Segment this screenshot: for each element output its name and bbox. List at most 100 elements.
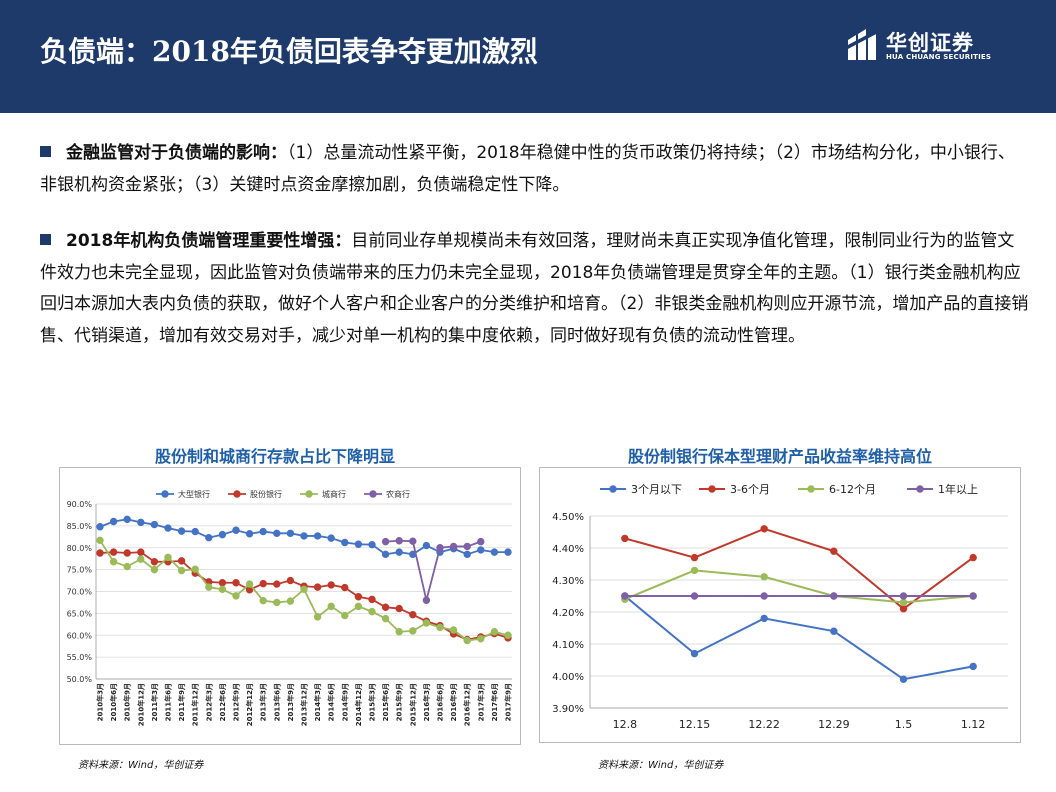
data-point (354, 593, 363, 601)
data-point (137, 548, 145, 556)
legend-marker (233, 490, 241, 498)
data-point (286, 529, 295, 538)
series-line (624, 595, 974, 681)
bullet-heading: 金融监管对于负债端的影响： (66, 143, 287, 163)
legend-item: 3-6个月 (699, 483, 770, 496)
data-point (409, 537, 417, 545)
y-tick-label: 75.0% (67, 566, 93, 575)
x-tick-label: 1.12 (961, 718, 986, 731)
data-point (830, 627, 838, 635)
data-point (409, 610, 417, 619)
data-point (899, 592, 908, 600)
company-logo: 华创证券 HUA CHUANG SECURITIES (846, 26, 1016, 66)
y-tick-label: 4.10% (552, 640, 584, 651)
bullet-heading: 2018年机构负债端管理重要性增强： (66, 231, 352, 251)
bullet-text: （1）总量流动性紧平衡，2018年稳健中性的货币政策仍将持续；（2）市场结构分化… (40, 143, 1015, 195)
data-point (504, 631, 512, 639)
data-point (327, 534, 335, 542)
y-tick-label: 4.20% (552, 608, 584, 619)
data-point (205, 583, 213, 591)
data-point (395, 628, 403, 636)
data-point (690, 649, 699, 658)
data-point (273, 529, 281, 538)
data-point (969, 553, 977, 562)
data-point (368, 595, 376, 604)
data-point (477, 546, 485, 554)
legend-item: 股份银行 (228, 489, 282, 499)
data-point (409, 627, 417, 635)
y-tick-label: 65.0% (67, 609, 93, 618)
x-tick-label: 2013年3月 (259, 683, 268, 721)
data-point (463, 542, 471, 551)
legend-item: 城商行 (300, 489, 346, 499)
legend-label: 城商行 (322, 489, 346, 499)
data-point (969, 592, 977, 600)
data-point (232, 592, 240, 600)
legend-marker (807, 485, 815, 493)
bullet-square-icon (40, 146, 51, 157)
page-title: 负债端：2018年负债回表争夺更加激烈 (40, 35, 538, 68)
data-point (327, 602, 335, 611)
data-point (177, 527, 186, 535)
data-point (368, 607, 376, 616)
data-point (477, 537, 485, 546)
data-point (164, 553, 172, 562)
data-point (300, 532, 308, 540)
data-point (463, 636, 471, 645)
deposit-share-chart: 50.0% 55.0% 60.0% 65.0% 70.0% 75.0% 80.0% 85.0%… (67, 489, 513, 726)
x-tick-label: 2017年3月 (476, 683, 485, 721)
data-point (218, 585, 227, 594)
data-point (96, 536, 104, 545)
y-tick-label: 90.0% (67, 500, 93, 509)
data-point (313, 583, 322, 591)
bullet-liability-management: 2018年机构负债端管理重要性增强：目前同业存单规模尚未有效回落，理财尚未真正实… (40, 226, 1030, 352)
data-point (245, 530, 254, 538)
data-point (354, 602, 363, 611)
data-point (313, 532, 322, 540)
data-point (96, 523, 104, 531)
y-tick-label: 85.0% (67, 522, 93, 531)
data-point (96, 549, 104, 557)
data-point (313, 613, 322, 621)
data-point (341, 538, 349, 547)
data-point (123, 549, 131, 557)
series-line (99, 551, 509, 641)
data-point (218, 579, 227, 587)
legend-marker (916, 485, 924, 493)
data-point (422, 541, 431, 550)
data-point (621, 592, 629, 600)
data-point (449, 626, 458, 634)
data-point (490, 548, 499, 556)
series-4 (621, 592, 977, 600)
data-point (232, 526, 240, 534)
data-point (381, 603, 390, 611)
y-tick-label: 4.40% (552, 544, 584, 555)
bullet-square-icon (40, 234, 51, 245)
x-tick-label: 2012年3月 (204, 683, 213, 721)
data-point (690, 566, 699, 575)
x-tick-label: 2016年3月 (422, 683, 431, 721)
logo-mark-icon (846, 28, 880, 60)
data-point (395, 537, 403, 545)
data-point (286, 597, 295, 605)
x-tick-label: 2017年6月 (490, 683, 499, 721)
data-point (259, 579, 267, 588)
y-tick-label: 50.0% (67, 675, 93, 684)
data-point (137, 555, 145, 563)
chart-right-panel: 3.90% 4.00% 4.10% 4.20% 4.30% 4.40% 4.50% 12.8 1… (539, 467, 1021, 743)
logo-text-cn: 华创证券 (886, 31, 974, 55)
y-tick-label: 4.00% (552, 672, 584, 683)
x-tick-label: 2013年9月 (286, 683, 295, 721)
data-point (368, 540, 376, 549)
legend-label: 3个月以下 (631, 483, 682, 496)
data-point (354, 540, 363, 548)
source-right: 资料来源：Wind，华创证券 (598, 760, 724, 771)
data-point (504, 548, 512, 556)
y-tick-label: 3.90% (552, 704, 584, 715)
legend-marker (305, 490, 313, 498)
x-tick-label: 2014年6月 (327, 683, 336, 721)
data-point (690, 592, 699, 600)
data-point (137, 518, 145, 527)
data-point (760, 614, 768, 623)
data-point (395, 604, 403, 613)
